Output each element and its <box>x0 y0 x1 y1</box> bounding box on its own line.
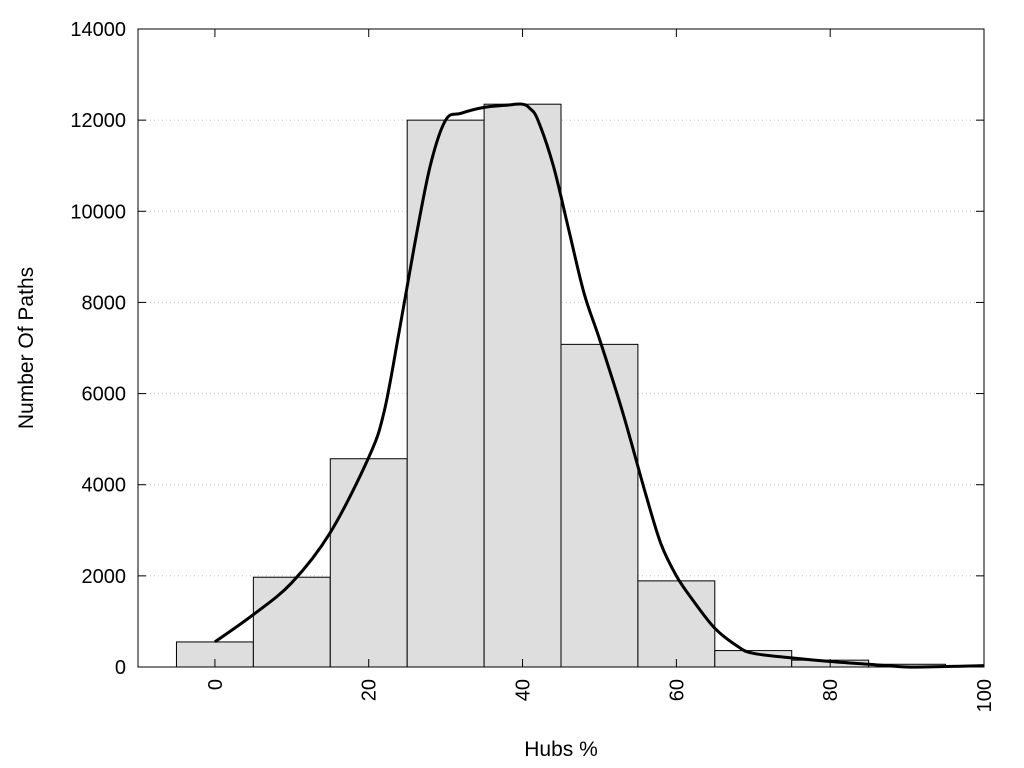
grid-lines <box>138 119 984 577</box>
y-tick-label: 4000 <box>82 475 127 497</box>
y-tick-label: 0 <box>115 657 126 679</box>
histogram-bar <box>329 458 408 668</box>
histogram-bars <box>175 103 985 668</box>
histogram-bar <box>406 119 485 668</box>
y-tick-label: 14000 <box>70 19 126 41</box>
histogram-bar <box>252 576 331 668</box>
plot-frame <box>137 28 985 668</box>
y-axis-title: Number Of Paths <box>15 267 38 429</box>
y-tick-label: 8000 <box>82 292 127 314</box>
x-tick-label: 40 <box>513 679 535 701</box>
histogram-bar <box>483 103 562 668</box>
x-tick-label: 0 <box>205 679 227 690</box>
density-curve-line <box>214 102 985 669</box>
y-tick-label: 10000 <box>70 201 126 223</box>
x-tick-label: 20 <box>359 679 381 701</box>
histogram-bar <box>560 343 639 668</box>
x-axis-ticks: 0 20 40 60 80 100 <box>205 29 996 712</box>
y-tick-label: 12000 <box>70 110 126 132</box>
density-curve <box>214 102 985 669</box>
x-tick-label: 60 <box>666 679 688 701</box>
histogram-bar <box>637 580 716 668</box>
y-axis-ticks: 0 2000 4000 6000 8000 10000 12000 14000 <box>70 19 984 679</box>
y-tick-label: 2000 <box>82 566 127 588</box>
y-tick-label: 6000 <box>82 384 127 406</box>
x-axis-title: Hubs % <box>524 738 598 761</box>
x-tick-label: 100 <box>974 679 996 712</box>
x-tick-label: 80 <box>820 679 842 701</box>
